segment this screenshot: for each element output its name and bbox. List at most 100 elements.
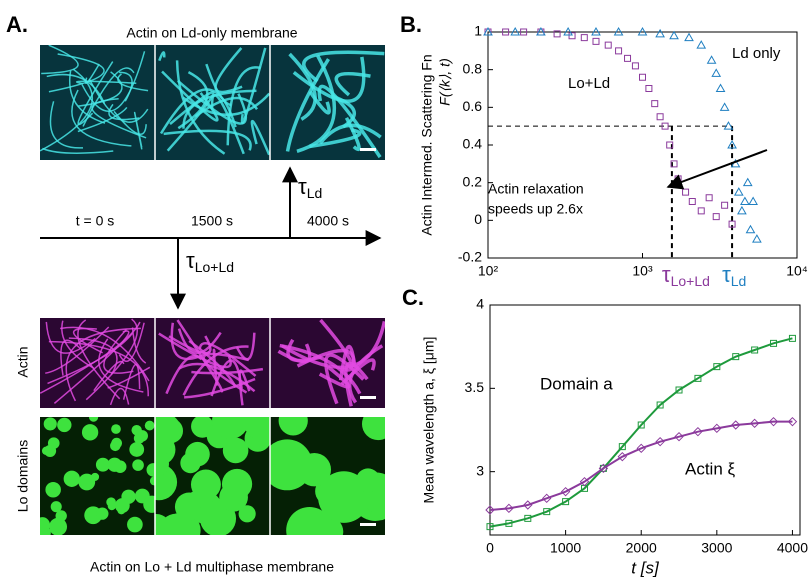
fiber: [214, 47, 243, 94]
data-point: [579, 476, 590, 487]
fiber: [319, 318, 354, 372]
data-point: [675, 386, 683, 394]
data-point: [715, 83, 726, 92]
x-tick-label: 0: [486, 540, 494, 556]
fiber: [122, 364, 141, 400]
data-point: [688, 198, 696, 205]
panel-caption: Actin on Lo + Ld multiphase membrane: [90, 559, 334, 575]
data-point: [598, 463, 609, 474]
series-line: [489, 420, 793, 511]
domain: [55, 510, 67, 522]
domain: [96, 507, 109, 520]
scale-bar: [360, 148, 376, 151]
fiber: [119, 71, 133, 102]
plot-frame: [487, 31, 798, 259]
domain: [270, 439, 313, 491]
fiber: [182, 92, 270, 117]
data-point: [712, 213, 720, 221]
micrograph: [154, 318, 270, 408]
data-point: [731, 420, 741, 430]
tau-subscript: Ld: [731, 273, 747, 289]
micrograph-content: [270, 318, 385, 408]
domain: [286, 506, 333, 535]
domain: [244, 417, 270, 440]
data-point: [712, 423, 722, 434]
y-tick-label: 1: [474, 23, 482, 39]
data-point: [732, 353, 740, 361]
fiber: [212, 348, 219, 386]
data-point: [705, 194, 713, 202]
fiber: [191, 367, 264, 375]
domain: [43, 417, 57, 431]
micrograph-content: [155, 45, 270, 160]
data-point: [520, 28, 528, 36]
y-axis-label: Mean wavelength a, ξ [μm]: [421, 337, 437, 504]
panel-c: C. 3 3.5 4 0 1000 2000 3000 4000 Mean wavelength …: [402, 285, 808, 578]
fiber: [309, 128, 362, 149]
domain: [361, 417, 385, 441]
series-label: Ld only: [732, 45, 781, 62]
micrograph: [40, 318, 155, 408]
data-point: [543, 508, 551, 516]
domain: [155, 417, 181, 446]
data-point: [745, 224, 756, 234]
data-point: [721, 201, 729, 209]
fiber: [165, 354, 203, 395]
data-point: [727, 139, 737, 149]
domain: [149, 476, 155, 486]
domain: [50, 501, 62, 513]
fiber: [45, 326, 110, 374]
data-point: [770, 339, 778, 347]
domain: [146, 463, 155, 477]
data-point: [752, 234, 762, 243]
data-point: [536, 26, 546, 36]
fiber: [118, 322, 145, 362]
fiber: [42, 147, 114, 154]
domain: [129, 442, 145, 457]
data-point: [639, 73, 646, 81]
data-point: [670, 160, 678, 168]
domain: [106, 497, 116, 507]
data-point: [592, 37, 600, 45]
fiber: [317, 84, 382, 159]
domain: [144, 420, 155, 431]
data-point: [651, 100, 659, 108]
series-label: Lo+Ld: [568, 75, 610, 92]
fiber: [68, 337, 118, 376]
fiber: [161, 70, 219, 122]
data-point: [485, 505, 495, 515]
domain: [63, 470, 80, 487]
data-point: [723, 121, 734, 130]
micrograph-content: [40, 417, 155, 535]
panel-a: A. Actin on Ld-only membrane Actin on Lo…: [6, 12, 385, 575]
domain: [81, 424, 99, 441]
data-point: [711, 68, 722, 77]
data-point: [787, 416, 798, 427]
time-label: 4000 s: [307, 213, 349, 229]
tau-label: τLd: [298, 174, 322, 201]
micrograph-content: [270, 417, 385, 535]
y-axis-label: Actin Intermed. Scattering Fn: [419, 54, 435, 235]
data-point: [694, 374, 702, 382]
fiber: [65, 327, 141, 402]
fiber: [158, 51, 166, 62]
data-point: [666, 141, 674, 149]
fiber: [163, 129, 252, 151]
data-point: [684, 32, 694, 42]
annotation-arrow: [666, 149, 768, 190]
fiber: [107, 366, 151, 389]
tau-label: τLo+Ld: [186, 248, 234, 275]
domain: [238, 505, 256, 523]
fiber: [168, 335, 212, 355]
domain: [114, 498, 130, 513]
fiber: [347, 344, 384, 404]
domain: [88, 417, 99, 422]
tau-symbol: τ: [722, 262, 731, 287]
data-point: [486, 523, 494, 531]
fiber: [178, 362, 256, 393]
data-point: [562, 498, 570, 506]
fiber: [344, 361, 369, 407]
data-point: [656, 401, 664, 409]
x-tick-label: 2000: [626, 540, 657, 556]
